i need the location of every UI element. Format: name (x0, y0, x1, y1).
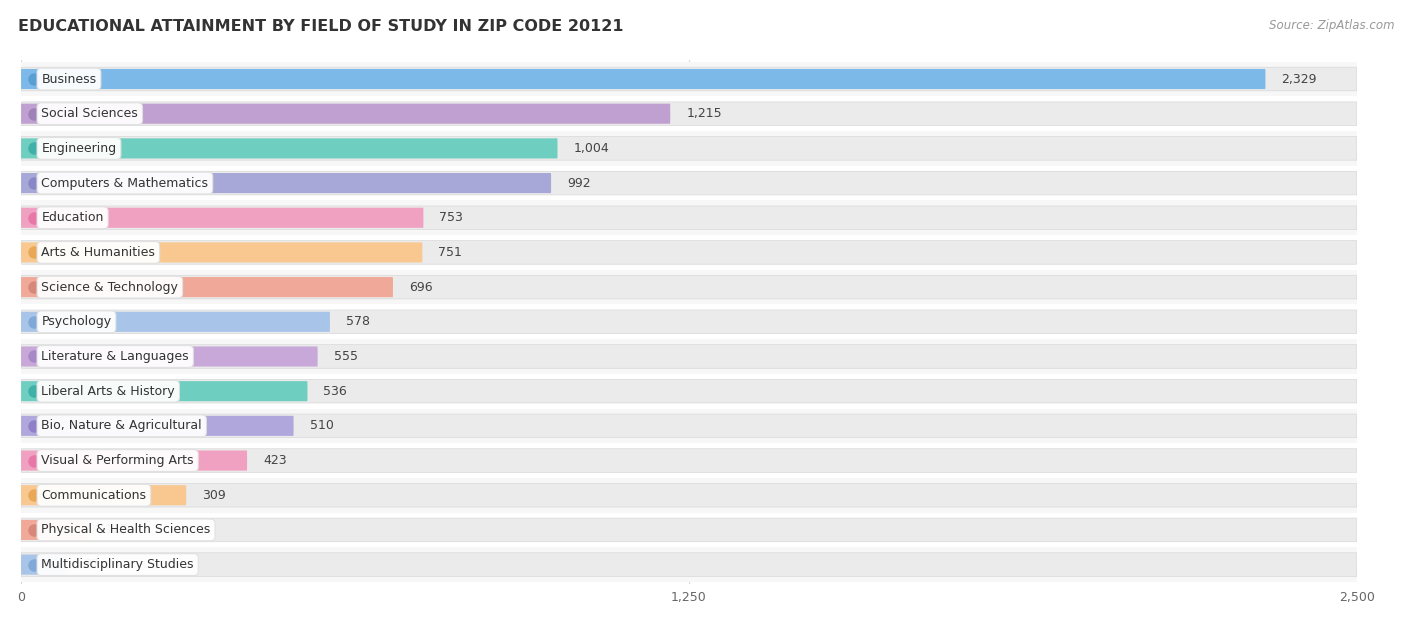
FancyBboxPatch shape (21, 102, 1357, 126)
FancyBboxPatch shape (21, 206, 1357, 230)
FancyBboxPatch shape (21, 69, 1265, 89)
FancyBboxPatch shape (21, 275, 1357, 299)
FancyBboxPatch shape (21, 277, 392, 297)
Text: Multidisciplinary Studies: Multidisciplinary Studies (41, 558, 194, 571)
Bar (21, 235, 1357, 270)
FancyBboxPatch shape (21, 451, 247, 471)
Text: 423: 423 (263, 454, 287, 467)
Text: Bio, Nature & Agricultural: Bio, Nature & Agricultural (41, 420, 202, 432)
Bar (21, 201, 1357, 235)
Text: 510: 510 (309, 420, 333, 432)
Bar (21, 62, 1357, 97)
Text: Liberal Arts & History: Liberal Arts & History (41, 385, 174, 398)
Text: 992: 992 (567, 177, 591, 189)
FancyBboxPatch shape (21, 312, 330, 332)
Bar (21, 339, 1357, 374)
Bar (21, 374, 1357, 408)
Bar (21, 270, 1357, 305)
FancyBboxPatch shape (21, 483, 1357, 507)
Text: Psychology: Psychology (41, 316, 111, 328)
FancyBboxPatch shape (21, 208, 423, 228)
Text: EDUCATIONAL ATTAINMENT BY FIELD OF STUDY IN ZIP CODE 20121: EDUCATIONAL ATTAINMENT BY FIELD OF STUDY… (18, 19, 624, 34)
Text: 1,004: 1,004 (574, 142, 609, 155)
FancyBboxPatch shape (21, 416, 294, 436)
Text: Visual & Performing Arts: Visual & Performing Arts (41, 454, 194, 467)
Text: 1,215: 1,215 (686, 107, 721, 120)
FancyBboxPatch shape (21, 555, 67, 575)
FancyBboxPatch shape (21, 136, 1357, 160)
FancyBboxPatch shape (21, 485, 186, 505)
Text: 696: 696 (409, 281, 433, 293)
FancyBboxPatch shape (21, 449, 1357, 473)
Text: Literature & Languages: Literature & Languages (41, 350, 188, 363)
Text: Science & Technology: Science & Technology (41, 281, 179, 293)
Text: Engineering: Engineering (41, 142, 117, 155)
FancyBboxPatch shape (21, 310, 1357, 334)
FancyBboxPatch shape (21, 381, 308, 401)
FancyBboxPatch shape (21, 518, 1357, 541)
FancyBboxPatch shape (21, 345, 1357, 369)
Text: 555: 555 (333, 350, 357, 363)
Bar (21, 166, 1357, 201)
Bar (21, 443, 1357, 478)
Text: 2,329: 2,329 (1281, 73, 1317, 86)
Text: 751: 751 (439, 246, 463, 259)
Bar (21, 547, 1357, 582)
FancyBboxPatch shape (21, 103, 671, 124)
Text: 87: 87 (83, 558, 100, 571)
FancyBboxPatch shape (21, 346, 318, 367)
Text: 127: 127 (105, 524, 129, 536)
Text: 578: 578 (346, 316, 370, 328)
Text: Social Sciences: Social Sciences (41, 107, 138, 120)
Bar (21, 305, 1357, 339)
FancyBboxPatch shape (21, 553, 1357, 576)
Bar (21, 131, 1357, 166)
Text: Arts & Humanities: Arts & Humanities (41, 246, 155, 259)
FancyBboxPatch shape (21, 68, 1357, 91)
Text: 753: 753 (440, 211, 464, 224)
FancyBboxPatch shape (21, 379, 1357, 403)
Text: Physical & Health Sciences: Physical & Health Sciences (41, 524, 211, 536)
Text: Education: Education (41, 211, 104, 224)
Text: 536: 536 (323, 385, 347, 398)
FancyBboxPatch shape (21, 171, 1357, 195)
Bar (21, 512, 1357, 547)
Text: Communications: Communications (41, 489, 146, 502)
Text: Computers & Mathematics: Computers & Mathematics (41, 177, 208, 189)
FancyBboxPatch shape (21, 173, 551, 193)
FancyBboxPatch shape (21, 240, 1357, 264)
FancyBboxPatch shape (21, 414, 1357, 438)
Text: Business: Business (41, 73, 97, 86)
Bar (21, 97, 1357, 131)
FancyBboxPatch shape (21, 138, 558, 158)
FancyBboxPatch shape (21, 242, 422, 262)
Bar (21, 478, 1357, 512)
FancyBboxPatch shape (21, 520, 89, 540)
Text: 309: 309 (202, 489, 226, 502)
Text: Source: ZipAtlas.com: Source: ZipAtlas.com (1270, 19, 1395, 32)
Bar (21, 408, 1357, 443)
